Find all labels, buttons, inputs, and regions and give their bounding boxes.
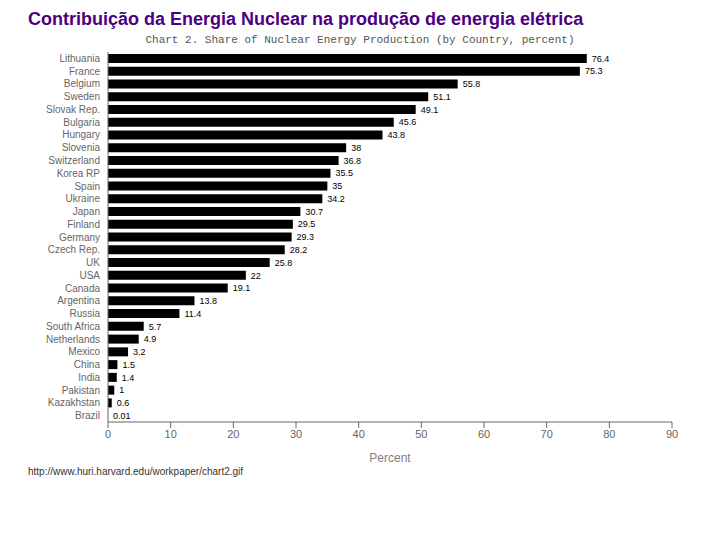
svg-text:34.2: 34.2 <box>327 194 345 204</box>
svg-text:19.1: 19.1 <box>233 283 251 293</box>
svg-text:35: 35 <box>332 181 342 191</box>
svg-text:30.7: 30.7 <box>305 207 323 217</box>
svg-text:France: France <box>69 66 101 77</box>
svg-text:29.3: 29.3 <box>297 232 315 242</box>
svg-text:0.01: 0.01 <box>113 411 131 421</box>
svg-text:50: 50 <box>415 428 427 440</box>
svg-text:36.8: 36.8 <box>344 156 362 166</box>
svg-text:10: 10 <box>165 428 177 440</box>
svg-text:0.6: 0.6 <box>117 398 130 408</box>
svg-text:Russia: Russia <box>69 308 100 319</box>
svg-text:22: 22 <box>251 271 261 281</box>
svg-text:28.2: 28.2 <box>290 245 308 255</box>
svg-text:0: 0 <box>105 428 111 440</box>
svg-text:35.5: 35.5 <box>335 168 353 178</box>
svg-text:51.1: 51.1 <box>433 92 451 102</box>
svg-text:Hungary: Hungary <box>62 129 100 140</box>
svg-text:Slovenia: Slovenia <box>62 142 101 153</box>
svg-text:29.5: 29.5 <box>298 219 316 229</box>
svg-text:30: 30 <box>290 428 302 440</box>
svg-text:USA: USA <box>79 270 100 281</box>
svg-text:India: India <box>78 372 100 383</box>
svg-text:40: 40 <box>353 428 365 440</box>
svg-text:20: 20 <box>227 428 239 440</box>
svg-text:Brazil: Brazil <box>75 410 100 421</box>
svg-text:Japan: Japan <box>73 206 100 217</box>
svg-text:China: China <box>74 359 101 370</box>
svg-text:55.8: 55.8 <box>463 79 481 89</box>
svg-text:43.8: 43.8 <box>387 130 405 140</box>
html-text:Contribuição da Energia Nuclea: Contribuição da Energia Nuclear na produ… <box>28 9 584 29</box>
svg-text:Finland: Finland <box>67 219 100 230</box>
svg-text:Belgium: Belgium <box>64 78 100 89</box>
svg-text:90: 90 <box>666 428 678 440</box>
svg-text:Kazakhstan: Kazakhstan <box>48 397 100 408</box>
svg-text:38: 38 <box>351 143 361 153</box>
svg-text:70: 70 <box>541 428 553 440</box>
svg-text:Bulgaria: Bulgaria <box>63 117 100 128</box>
svg-text:Argentina: Argentina <box>57 295 100 306</box>
svg-text:1.4: 1.4 <box>122 373 135 383</box>
html-text:http://www.huri.harvard.edu/wo: http://www.huri.harvard.edu/workpaper/ch… <box>28 466 244 477</box>
svg-text:45.6: 45.6 <box>399 117 417 127</box>
svg-text:13.8: 13.8 <box>199 296 217 306</box>
svg-text:Czech Rep.: Czech Rep. <box>48 244 100 255</box>
svg-text:60: 60 <box>478 428 490 440</box>
svg-text:Sweden: Sweden <box>64 91 100 102</box>
html-text:Chart 2. Share of Nuclear Ener: Chart 2. Share of Nuclear Energy Product… <box>145 34 575 46</box>
svg-text:75.3: 75.3 <box>585 66 603 76</box>
svg-text:Percent: Percent <box>369 451 411 465</box>
svg-text:Lithuania: Lithuania <box>59 53 100 64</box>
svg-text:Pakistan: Pakistan <box>62 385 100 396</box>
svg-text:Slovak Rep.: Slovak Rep. <box>46 104 100 115</box>
svg-text:49.1: 49.1 <box>421 105 439 115</box>
svg-text:Mexico: Mexico <box>68 346 100 357</box>
svg-text:1.5: 1.5 <box>122 360 135 370</box>
svg-text:Spain: Spain <box>74 181 100 192</box>
svg-text:5.7: 5.7 <box>149 322 162 332</box>
svg-text:UK: UK <box>86 257 100 268</box>
svg-text:Switzerland: Switzerland <box>48 155 100 166</box>
svg-text:Netherlands: Netherlands <box>46 334 100 345</box>
svg-text:3.2: 3.2 <box>133 347 146 357</box>
svg-text:South Africa: South Africa <box>46 321 100 332</box>
svg-text:80: 80 <box>603 428 615 440</box>
svg-text:Germany: Germany <box>59 232 100 243</box>
svg-text:25.8: 25.8 <box>275 258 293 268</box>
svg-text:Ukraine: Ukraine <box>66 193 101 204</box>
svg-text:Korea RP: Korea RP <box>57 168 101 179</box>
svg-text:11.4: 11.4 <box>184 309 201 319</box>
svg-text:4.9: 4.9 <box>144 334 157 344</box>
svg-text:1: 1 <box>119 385 124 395</box>
svg-text:76.4: 76.4 <box>592 54 610 64</box>
svg-text:Canada: Canada <box>65 283 100 294</box>
